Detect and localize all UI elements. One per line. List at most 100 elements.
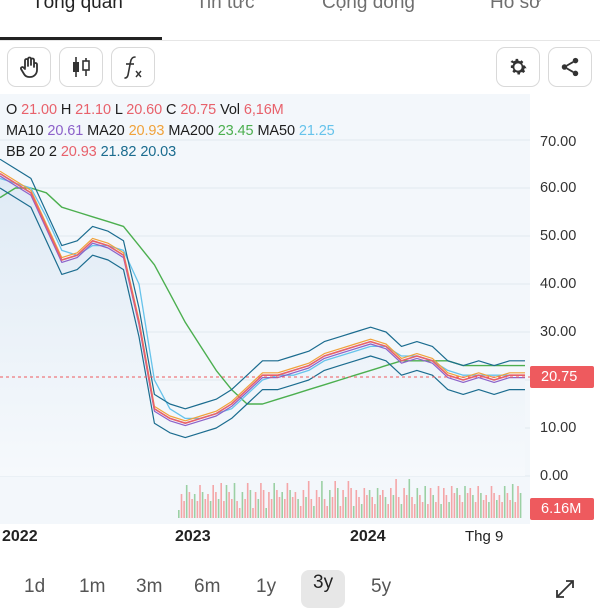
last-price-badge: 20.75 (530, 366, 594, 388)
volume-bar (469, 488, 472, 518)
volume-bar (390, 488, 392, 518)
y-tick-label: 0.00 (540, 468, 569, 484)
volume-bar (305, 497, 307, 518)
share-icon (561, 57, 579, 77)
expand-icon[interactable] (554, 578, 576, 600)
volume-bar (307, 481, 310, 518)
volume-bar (281, 492, 283, 518)
volume-bar (249, 490, 252, 518)
volume-bar (337, 488, 339, 518)
volume-bar (254, 492, 257, 518)
volume-bar (207, 494, 209, 518)
volume-bar (185, 485, 188, 518)
y-tick-label: 70.00 (540, 134, 577, 150)
range-1m[interactable]: 1m (79, 576, 106, 597)
hand-pointer-icon (20, 56, 38, 78)
hand-pointer-button[interactable] (7, 47, 51, 87)
volume-bar (212, 485, 214, 518)
volume-bar (291, 497, 294, 518)
volume-bar (342, 490, 344, 518)
tab-overview[interactable]: Tổng quan (32, 0, 123, 13)
volume-bar (363, 488, 366, 518)
tab-news[interactable]: Tin tức (196, 0, 255, 13)
volume-bar (286, 483, 289, 518)
volume-bar (379, 495, 381, 518)
legend-ohlc: O 21.00 H 21.10 L 20.60 C 20.75 Vol 6,16… (6, 102, 284, 118)
y-tick-label: 50.00 (540, 228, 577, 244)
function-icon (124, 56, 142, 79)
volume-bar (477, 486, 479, 518)
volume-bar (392, 495, 395, 518)
volume-bar (323, 499, 326, 518)
volume-bar (178, 510, 180, 518)
range-1d[interactable]: 1d (24, 576, 46, 597)
volume-bar (204, 499, 207, 518)
share-button[interactable] (548, 47, 592, 87)
volume-bar (466, 493, 469, 518)
volume-bar (458, 495, 461, 518)
volume-bar (183, 501, 185, 518)
volume-bar (209, 501, 212, 518)
volume-bar (456, 488, 458, 518)
volume-bar (289, 490, 291, 518)
volume-bar (318, 497, 320, 518)
volume-bar (217, 499, 220, 518)
tab-profile[interactable]: Hồ sơ (490, 0, 542, 13)
volume-bar (231, 499, 233, 518)
indicator-lines (0, 158, 525, 439)
volume-bar (294, 492, 297, 518)
volume-bar (326, 506, 328, 518)
candlestick-button[interactable] (59, 47, 103, 87)
range-3m[interactable]: 3m (136, 576, 163, 597)
volume-bar (236, 501, 238, 518)
volume-bar (334, 481, 336, 518)
volume-bar (366, 495, 368, 518)
volume-bar (371, 497, 373, 518)
volume-bar (188, 492, 191, 518)
volume-bar (448, 502, 450, 518)
volume-bar (503, 486, 506, 518)
volume-bar (482, 500, 485, 518)
volume-bar (270, 499, 273, 518)
volume-bar (358, 497, 360, 518)
volume-bar (352, 506, 355, 518)
volume-bar (302, 490, 305, 518)
volume-bar (196, 501, 199, 518)
range-5y[interactable]: 5y (371, 576, 392, 597)
ma10-line (0, 175, 525, 427)
volume-bar (445, 495, 448, 518)
volume-bar (472, 495, 474, 518)
volume-bar (480, 493, 482, 518)
volume-bar (397, 497, 400, 518)
bb-upper-line (0, 158, 525, 410)
ma200-line (0, 187, 525, 405)
volume-bar (419, 495, 421, 518)
volume-bar (429, 488, 432, 518)
volume-bar (220, 483, 222, 518)
legend-ma: MA10 20.61 MA20 20.93 MA200 23.45 MA50 2… (6, 123, 335, 139)
price-area (0, 173, 525, 476)
time-range-bar: 1d 1m 3m 6m 1y 3y 5y (0, 566, 600, 608)
volume-bar (498, 495, 501, 518)
volume-bar (501, 502, 503, 518)
function-button[interactable] (111, 47, 155, 87)
range-3y[interactable]: 3y (301, 570, 346, 608)
volume-bar (310, 499, 313, 518)
volume-bar (408, 479, 411, 518)
tab-community[interactable]: Cộng đồng (322, 0, 415, 13)
volume-bar (440, 504, 442, 518)
range-6m[interactable]: 6m (194, 576, 221, 597)
volume-badge: 6.16M (530, 498, 594, 520)
y-tick-label: 60.00 (540, 180, 577, 196)
volume-bar (395, 479, 397, 518)
volume-bar (191, 499, 193, 518)
range-1y[interactable]: 1y (256, 576, 277, 597)
volume-bar (339, 506, 342, 518)
price-chart[interactable]: O 21.00 H 21.10 L 20.60 C 20.75 Vol 6,16… (0, 94, 600, 524)
y-tick-label: 10.00 (540, 420, 577, 436)
volume-bar (276, 490, 278, 518)
volume-bar (238, 508, 241, 518)
settings-button[interactable] (496, 47, 540, 87)
volume-bar (464, 486, 466, 518)
volume-bar (233, 483, 236, 518)
